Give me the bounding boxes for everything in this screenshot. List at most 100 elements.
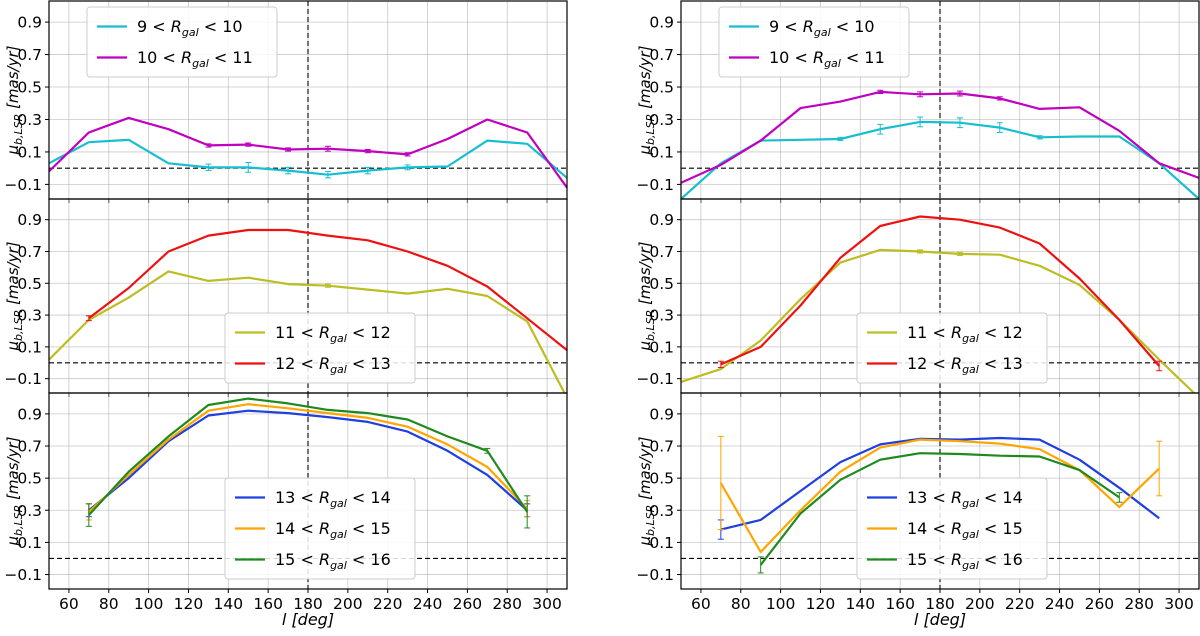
legend-box bbox=[718, 6, 910, 78]
chart-panel-right-bottom: −0.1 0.1 0.3 0.5 0.7 0.9 60 80 100 120 140 160 180 20… bbox=[636, 392, 1200, 629]
legend-label-subscript: gal bbox=[962, 497, 979, 510]
x-tick-label: 60 bbox=[59, 595, 79, 613]
y-tick-label: 0.1 bbox=[649, 534, 674, 552]
y-tick-label: 0.9 bbox=[649, 14, 674, 32]
legend-label-subscript: gal bbox=[962, 332, 979, 345]
x-tick-label: 300 bbox=[532, 595, 562, 613]
legend-label-part: 15 < bbox=[907, 550, 951, 569]
y-tick-label: 0.1 bbox=[17, 338, 42, 356]
series-line-0 bbox=[88, 409, 528, 512]
x-tick-label: 120 bbox=[174, 595, 204, 613]
legend-label-symbol: R bbox=[951, 488, 962, 507]
y-tick-label: 0.3 bbox=[17, 307, 42, 325]
ylabel-subscript: b,LSR bbox=[644, 114, 657, 145]
ylabel-symbol: μ bbox=[636, 145, 654, 156]
y-tick-label: 0.7 bbox=[17, 243, 42, 261]
legend-label-symbol: R bbox=[319, 519, 330, 538]
legend-label-part: < 11 bbox=[841, 48, 885, 67]
legend-label-part: 14 < bbox=[275, 519, 319, 538]
legend-label-part: < 13 bbox=[347, 354, 391, 373]
legend-label-part: < 11 bbox=[209, 48, 253, 67]
x-tick-label: 280 bbox=[1124, 595, 1154, 613]
legend-label-part: < 12 bbox=[979, 323, 1023, 342]
y-tick-label: −0.1 bbox=[636, 176, 674, 194]
legend-label: 15 < Rgal < 16 bbox=[275, 550, 391, 572]
x-tick-label: 80 bbox=[99, 595, 119, 613]
legend: 13 < Rgal < 14 14 < Rgal < 15 15 < Rgal < … bbox=[224, 477, 416, 580]
ylabel-symbol: μ bbox=[636, 536, 654, 547]
y-axis-label: μb,LSR [mas/yr] bbox=[636, 45, 657, 155]
legend-label: 12 < Rgal < 13 bbox=[907, 354, 1023, 376]
series-group bbox=[681, 215, 1196, 393]
y-axis-label: μb,LSR [mas/yr] bbox=[4, 241, 25, 351]
y-tick-label: −0.1 bbox=[636, 566, 674, 584]
chart-panel-right-top: −0.1 0.1 0.3 0.5 0.7 0.9 μb,LSR [mas/yr] 9 < Rg… bbox=[636, 0, 1200, 203]
series-line-0 bbox=[49, 270, 566, 393]
legend: 9 < Rgal < 10 10 < Rgal < 11 bbox=[718, 6, 910, 78]
ylabel-units: [mas/yr] bbox=[636, 241, 654, 309]
series-group bbox=[49, 228, 567, 393]
x-tick-label: 60 bbox=[691, 595, 711, 613]
legend-label: 12 < Rgal < 13 bbox=[275, 354, 391, 376]
ylabel-symbol: μ bbox=[4, 145, 22, 156]
legend-label: 15 < Rgal < 16 bbox=[907, 550, 1023, 572]
series-group bbox=[49, 116, 567, 189]
series-group bbox=[681, 89, 1199, 199]
legend-label-subscript: gal bbox=[192, 57, 209, 70]
legend-label-part: 10 < bbox=[769, 48, 813, 67]
ylabel-units: [mas/yr] bbox=[4, 45, 22, 113]
legend-label-symbol: R bbox=[171, 17, 182, 36]
legend-label-subscript: gal bbox=[330, 528, 347, 541]
legend-label: 14 < Rgal < 15 bbox=[907, 519, 1023, 541]
x-tick-label: 160 bbox=[253, 595, 283, 613]
y-axis-label: μb,LSR [mas/yr] bbox=[4, 45, 25, 155]
y-tick-label: 0.7 bbox=[17, 438, 42, 456]
series-line-1 bbox=[719, 438, 1160, 554]
legend-label-symbol: R bbox=[813, 48, 824, 67]
x-tick-label: 180 bbox=[925, 595, 955, 613]
chart-panel-left-top: −0.1 0.1 0.3 0.5 0.7 0.9 μb,LSR [mas/yr] 9 < Rg… bbox=[4, 0, 568, 203]
x-tick-label: 140 bbox=[846, 595, 876, 613]
x-tick-label: 180 bbox=[293, 595, 323, 613]
ylabel-subscript: b,LSR bbox=[644, 505, 657, 536]
x-tick-label: 280 bbox=[492, 595, 522, 613]
legend-label-symbol: R bbox=[951, 519, 962, 538]
x-tick-label: 80 bbox=[731, 595, 751, 613]
legend-label-subscript: gal bbox=[962, 363, 979, 376]
chart-panel-right-middle: −0.1 0.1 0.3 0.5 0.7 0.9 μb,LSR [mas/yr] 11 < R… bbox=[636, 198, 1200, 397]
legend-label-subscript: gal bbox=[330, 332, 347, 345]
y-tick-label: 0.5 bbox=[649, 79, 674, 97]
legend-label-subscript: gal bbox=[962, 559, 979, 572]
legend-label-part: 11 < bbox=[275, 323, 319, 342]
x-tick-label: 200 bbox=[965, 595, 995, 613]
ylabel-symbol: μ bbox=[4, 341, 22, 352]
legend-label-part: < 14 bbox=[979, 488, 1023, 507]
ylabel-subscript: b,LSR bbox=[644, 310, 657, 341]
chart-panel-left-bottom: −0.1 0.1 0.3 0.5 0.7 0.9 60 80 100 120 140 160 180 20… bbox=[4, 392, 568, 629]
y-tick-label: 0.1 bbox=[17, 143, 42, 161]
y-tick-label: −0.1 bbox=[4, 176, 42, 194]
legend-box bbox=[86, 6, 278, 78]
legend-label-subscript: gal bbox=[330, 363, 347, 376]
y-tick-label: 0.9 bbox=[649, 211, 674, 229]
y-tick-label: 0.9 bbox=[649, 405, 674, 423]
legend-label-part: < 10 bbox=[831, 17, 875, 36]
legend-label: 14 < Rgal < 15 bbox=[275, 519, 391, 541]
y-axis-label: μb,LSR [mas/yr] bbox=[4, 436, 25, 546]
ylabel-units: [mas/yr] bbox=[4, 241, 22, 309]
legend-label-symbol: R bbox=[319, 550, 330, 569]
legend-box bbox=[856, 312, 1048, 384]
legend: 9 < Rgal < 10 10 < Rgal < 11 bbox=[86, 6, 278, 78]
x-axis-label: l [deg] bbox=[282, 610, 334, 629]
x-tick-label: 140 bbox=[214, 595, 244, 613]
x-axis-label: l [deg] bbox=[914, 610, 966, 629]
series-line-1 bbox=[88, 403, 528, 513]
legend-label-part: 15 < bbox=[275, 550, 319, 569]
legend-label: 11 < Rgal < 12 bbox=[907, 323, 1023, 345]
y-tick-label: −0.1 bbox=[4, 566, 42, 584]
legend-label-subscript: gal bbox=[814, 26, 831, 39]
legend-label-part: 9 < bbox=[769, 17, 803, 36]
series-line-2 bbox=[87, 397, 529, 516]
legend-label: 9 < Rgal < 10 bbox=[769, 17, 875, 39]
y-tick-label: 0.5 bbox=[17, 275, 42, 293]
